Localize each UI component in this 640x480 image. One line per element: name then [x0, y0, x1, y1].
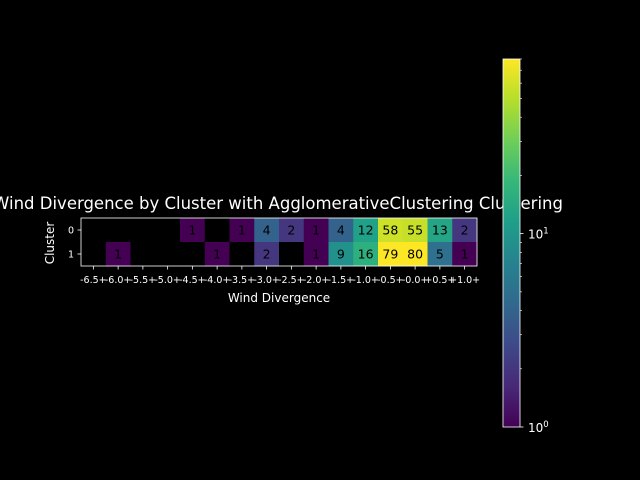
heatmap-cell — [204, 218, 230, 243]
heatmap-cell — [105, 242, 131, 267]
x-tick-label: -1.5+ — [328, 275, 355, 286]
x-tick-label: -3.0+ — [253, 275, 280, 286]
heatmap-cell — [402, 218, 428, 243]
heatmap-cell — [378, 242, 404, 267]
cell-value-label: 1 — [461, 247, 469, 262]
cell-value-label: 58 — [382, 223, 398, 238]
y-axis-ticks: 01 — [68, 226, 81, 261]
cell-value-label: 79 — [382, 247, 398, 262]
heatmap-cell — [328, 242, 354, 267]
colorbar: 100 101 — [502, 58, 549, 435]
chart-title: Wind Divergence by Cluster with Agglomer… — [0, 194, 563, 213]
cell-value-label: 9 — [337, 247, 345, 262]
x-tick-label: -4.0+ — [204, 275, 231, 286]
heatmap-cell — [427, 218, 453, 243]
heatmap-cell — [180, 242, 206, 267]
cell-value-label: 1 — [312, 247, 320, 262]
heatmap-cell — [279, 218, 305, 243]
cell-value-label: 4 — [337, 223, 345, 238]
cell-value-label: 80 — [407, 247, 423, 262]
heatmap-cell — [180, 218, 206, 243]
heatmap-cells: 1 1 4 2 1 4 12 58 55 13 21 1 2 1 9 16 79 80 5 1 — [81, 218, 478, 267]
colorbar-tick-label: 101 — [528, 227, 549, 242]
colorbar-ticks: 100 101 — [520, 58, 549, 435]
heatmap-frame — [80, 217, 478, 267]
heatmap-cell — [303, 242, 329, 267]
heatmap-cell — [452, 242, 478, 267]
cell-value-label: 1 — [114, 247, 122, 262]
heatmap-cell — [105, 218, 131, 243]
heatmap-cell — [279, 242, 305, 267]
cell-value-label: 2 — [461, 223, 469, 238]
cell-value-label: 13 — [432, 223, 448, 238]
y-tick-label: 1 — [68, 250, 74, 261]
heatmap-cell — [452, 218, 478, 243]
heatmap-cell — [353, 242, 379, 267]
x-tick-label: -3.5+ — [229, 275, 256, 286]
heatmap-cell — [353, 218, 379, 243]
y-tick-label: 0 — [68, 226, 74, 237]
heatmap-cell — [378, 218, 404, 243]
heatmap-cell — [204, 242, 230, 267]
heatmap-cell — [328, 218, 354, 243]
x-tick-label: -2.5+ — [278, 275, 305, 286]
heatmap-cell — [427, 242, 453, 267]
cell-value-label: 1 — [238, 223, 246, 238]
y-axis-label: Cluster — [43, 222, 57, 265]
heatmap-cell — [254, 242, 280, 267]
cell-value-label: 1 — [188, 223, 196, 238]
heatmap-cell — [81, 218, 107, 243]
colorbar-tick-label: 100 — [528, 420, 549, 435]
heatmap-cell — [303, 218, 329, 243]
cell-value-label: 2 — [263, 247, 271, 262]
cell-value-label: 1 — [312, 223, 320, 238]
x-tick-label: -6.5+ — [80, 275, 107, 286]
heatmap-cell — [254, 218, 280, 243]
cell-value-label: 4 — [263, 223, 271, 238]
cell-value-label: 16 — [358, 247, 374, 262]
x-tick-label: -2.0+ — [303, 275, 330, 286]
cell-value-label: 5 — [436, 247, 444, 262]
x-tick-label: -5.5+ — [130, 275, 157, 286]
x-tick-label: +0.5+ — [424, 275, 455, 286]
x-tick-label: -0.0+ — [402, 275, 429, 286]
heatmap-cell — [229, 242, 255, 267]
x-tick-label: -4.5+ — [179, 275, 206, 286]
x-tick-label: -5.0+ — [154, 275, 181, 286]
heatmap-cell — [402, 242, 428, 267]
heatmap-cell — [155, 218, 181, 243]
x-tick-label: -6.0+ — [105, 275, 132, 286]
heatmap-cell — [130, 242, 156, 267]
cell-value-label: 55 — [407, 223, 423, 238]
x-tick-label: -1.0+ — [352, 275, 379, 286]
x-axis-ticks: -6.5+-6.0+-5.5+-5.0+-4.5+-4.0+-3.5+-3.0+… — [80, 266, 480, 286]
heatmap-cell — [130, 218, 156, 243]
heatmap-cell — [81, 242, 107, 267]
x-axis-label: Wind Divergence — [228, 291, 330, 305]
cell-value-label: 12 — [358, 223, 374, 238]
cell-value-label: 1 — [213, 247, 221, 262]
colorbar-gradient — [502, 58, 521, 428]
x-tick-label: +1.0+ — [449, 275, 480, 286]
x-tick-label: -0.5+ — [377, 275, 404, 286]
heatmap-cell — [155, 242, 181, 267]
heatmap-cell — [229, 218, 255, 243]
cell-value-label: 2 — [287, 223, 295, 238]
